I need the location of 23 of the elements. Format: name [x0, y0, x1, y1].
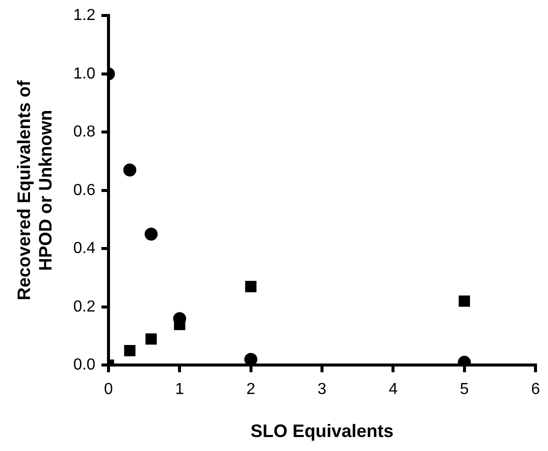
x-tick-label: 0: [104, 381, 113, 398]
y-tick-label: 0.8: [73, 124, 96, 141]
y-axis-title: Recovered Equivalents of HPOD or Unknown: [14, 79, 56, 300]
y-tick-label: 0.2: [73, 298, 96, 316]
y-tick-label: 0.4: [73, 240, 96, 258]
point: [245, 280, 256, 292]
point: [244, 352, 258, 366]
point: [124, 344, 136, 356]
y-tick-label: 0.6: [73, 182, 96, 199]
point: [458, 295, 470, 307]
point: [123, 164, 136, 177]
x-tick-label: 5: [460, 381, 469, 398]
y-tick-label: 0.0: [73, 356, 96, 374]
point: [145, 333, 157, 345]
x-tick-label: 3: [318, 381, 327, 398]
y-tick-label: 1.2: [73, 7, 96, 24]
x-tick-label: 6: [531, 381, 540, 398]
y-tick-label: 1.0: [73, 65, 96, 82]
x-tick-label: 2: [246, 381, 256, 398]
x-tick-label: 4: [388, 381, 398, 398]
x-tick-label: 1: [175, 381, 184, 398]
point: [144, 228, 158, 241]
x-axis-title: SLO Equivalents: [250, 421, 394, 442]
